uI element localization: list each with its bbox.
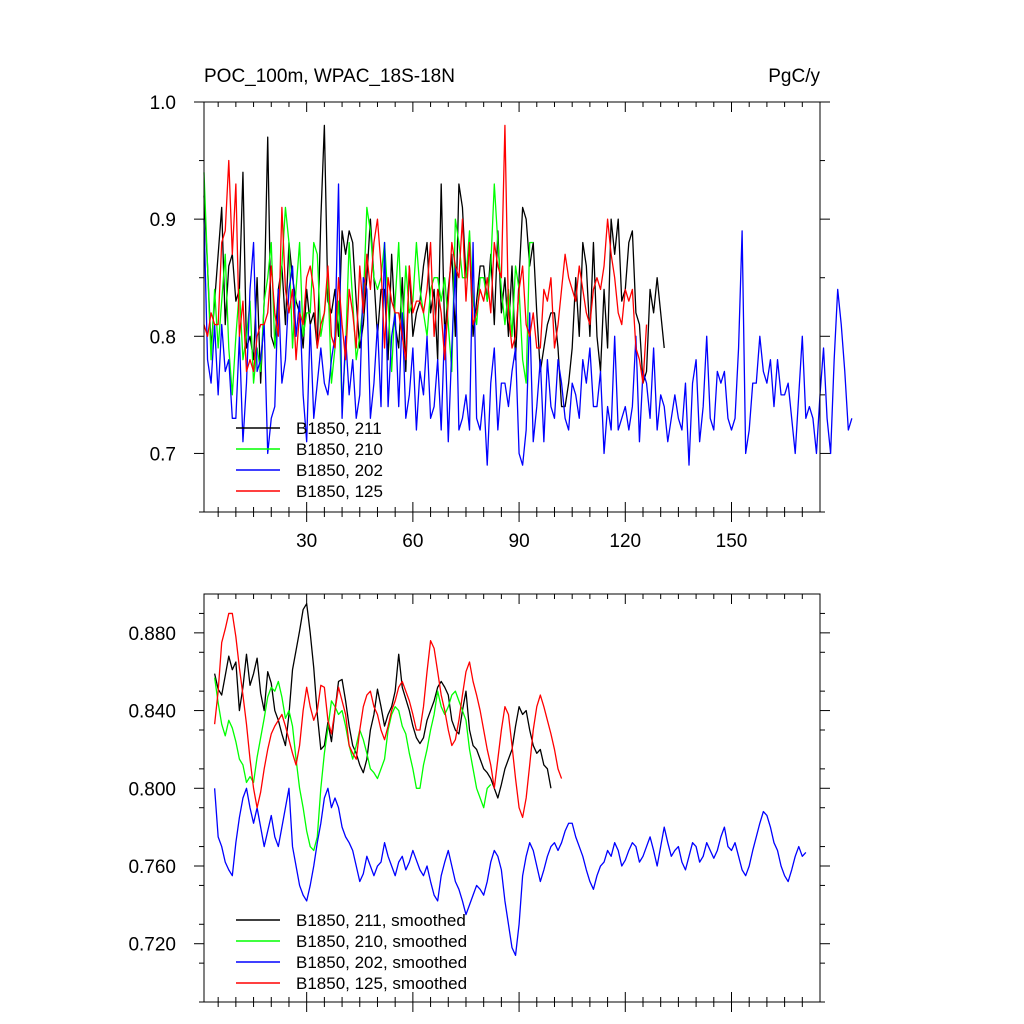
top-chart-title: POC_100m, WPAC_18S-18N: [204, 66, 455, 87]
top-ytick-label: 1.0: [150, 93, 176, 114]
bottom-legend-label-3: B1850, 202, smoothed: [296, 953, 467, 972]
top-chart-units: PgC/y: [768, 66, 820, 87]
top-series-line-3: [203, 183, 853, 466]
top-ytick-label: 0.8: [150, 327, 176, 348]
bottom-series-line-2: [213, 677, 492, 852]
bottom-legend-label-1: B1850, 211, smoothed: [296, 911, 466, 930]
top-plot-frame: [203, 101, 821, 513]
bottom-axis-ticks: 0.720 0.760 0.800 0.840 0.880: [128, 594, 830, 1012]
top-legend: B1850, 211 B1850, 210 B1850, 202 B1850, 125: [236, 419, 383, 501]
top-xtick-label: 90: [509, 531, 530, 552]
top-legend-label-3: B1850, 202: [296, 461, 383, 480]
top-legend-label-2: B1850, 210: [296, 440, 383, 459]
top-xtick-label: 60: [402, 531, 423, 552]
top-xtick-label: 30: [296, 531, 317, 552]
top-legend-label-1: B1850, 211: [296, 419, 382, 438]
top-ytick-label: 0.9: [150, 210, 176, 231]
top-series-line-4: [203, 124, 648, 384]
bottom-ytick-label: 0.760: [128, 857, 176, 878]
bottom-ytick-label: 0.840: [128, 702, 176, 723]
top-xtick-label: 120: [609, 531, 641, 552]
top-series-group: [203, 124, 853, 466]
bottom-ytick-label: 0.720: [128, 935, 176, 956]
bottom-series-line-1: [213, 603, 552, 799]
bottom-ytick-label: 0.880: [128, 624, 176, 645]
bottom-series-line-4: [213, 612, 563, 819]
top-xtick-label: 150: [716, 531, 748, 552]
bottom-series-line-3: [213, 787, 807, 957]
bottom-chart-panel: 0.720 0.760 0.800 0.840 0.880 B1850, 211, sm…: [128, 593, 830, 1012]
top-legend-label-4: B1850, 125: [296, 482, 383, 501]
bottom-series-group: [213, 603, 807, 957]
top-axis-ticks: 30 60 90 120 150 0.7 0.8 0.9 1.0: [150, 93, 830, 552]
bottom-legend-label-2: B1850, 210, smoothed: [296, 932, 467, 951]
bottom-legend-label-4: B1850, 125, smoothed: [296, 974, 467, 993]
bottom-legend: B1850, 211, smoothed B1850, 210, smoothed…: [236, 911, 467, 993]
bottom-plot-frame: [203, 593, 821, 1003]
top-ytick-label: 0.7: [150, 444, 176, 465]
top-chart-panel: POC_100m, WPAC_18S-18N PgC/y 30 60 90 120 15…: [150, 66, 853, 552]
bottom-ytick-label: 0.800: [128, 779, 176, 800]
